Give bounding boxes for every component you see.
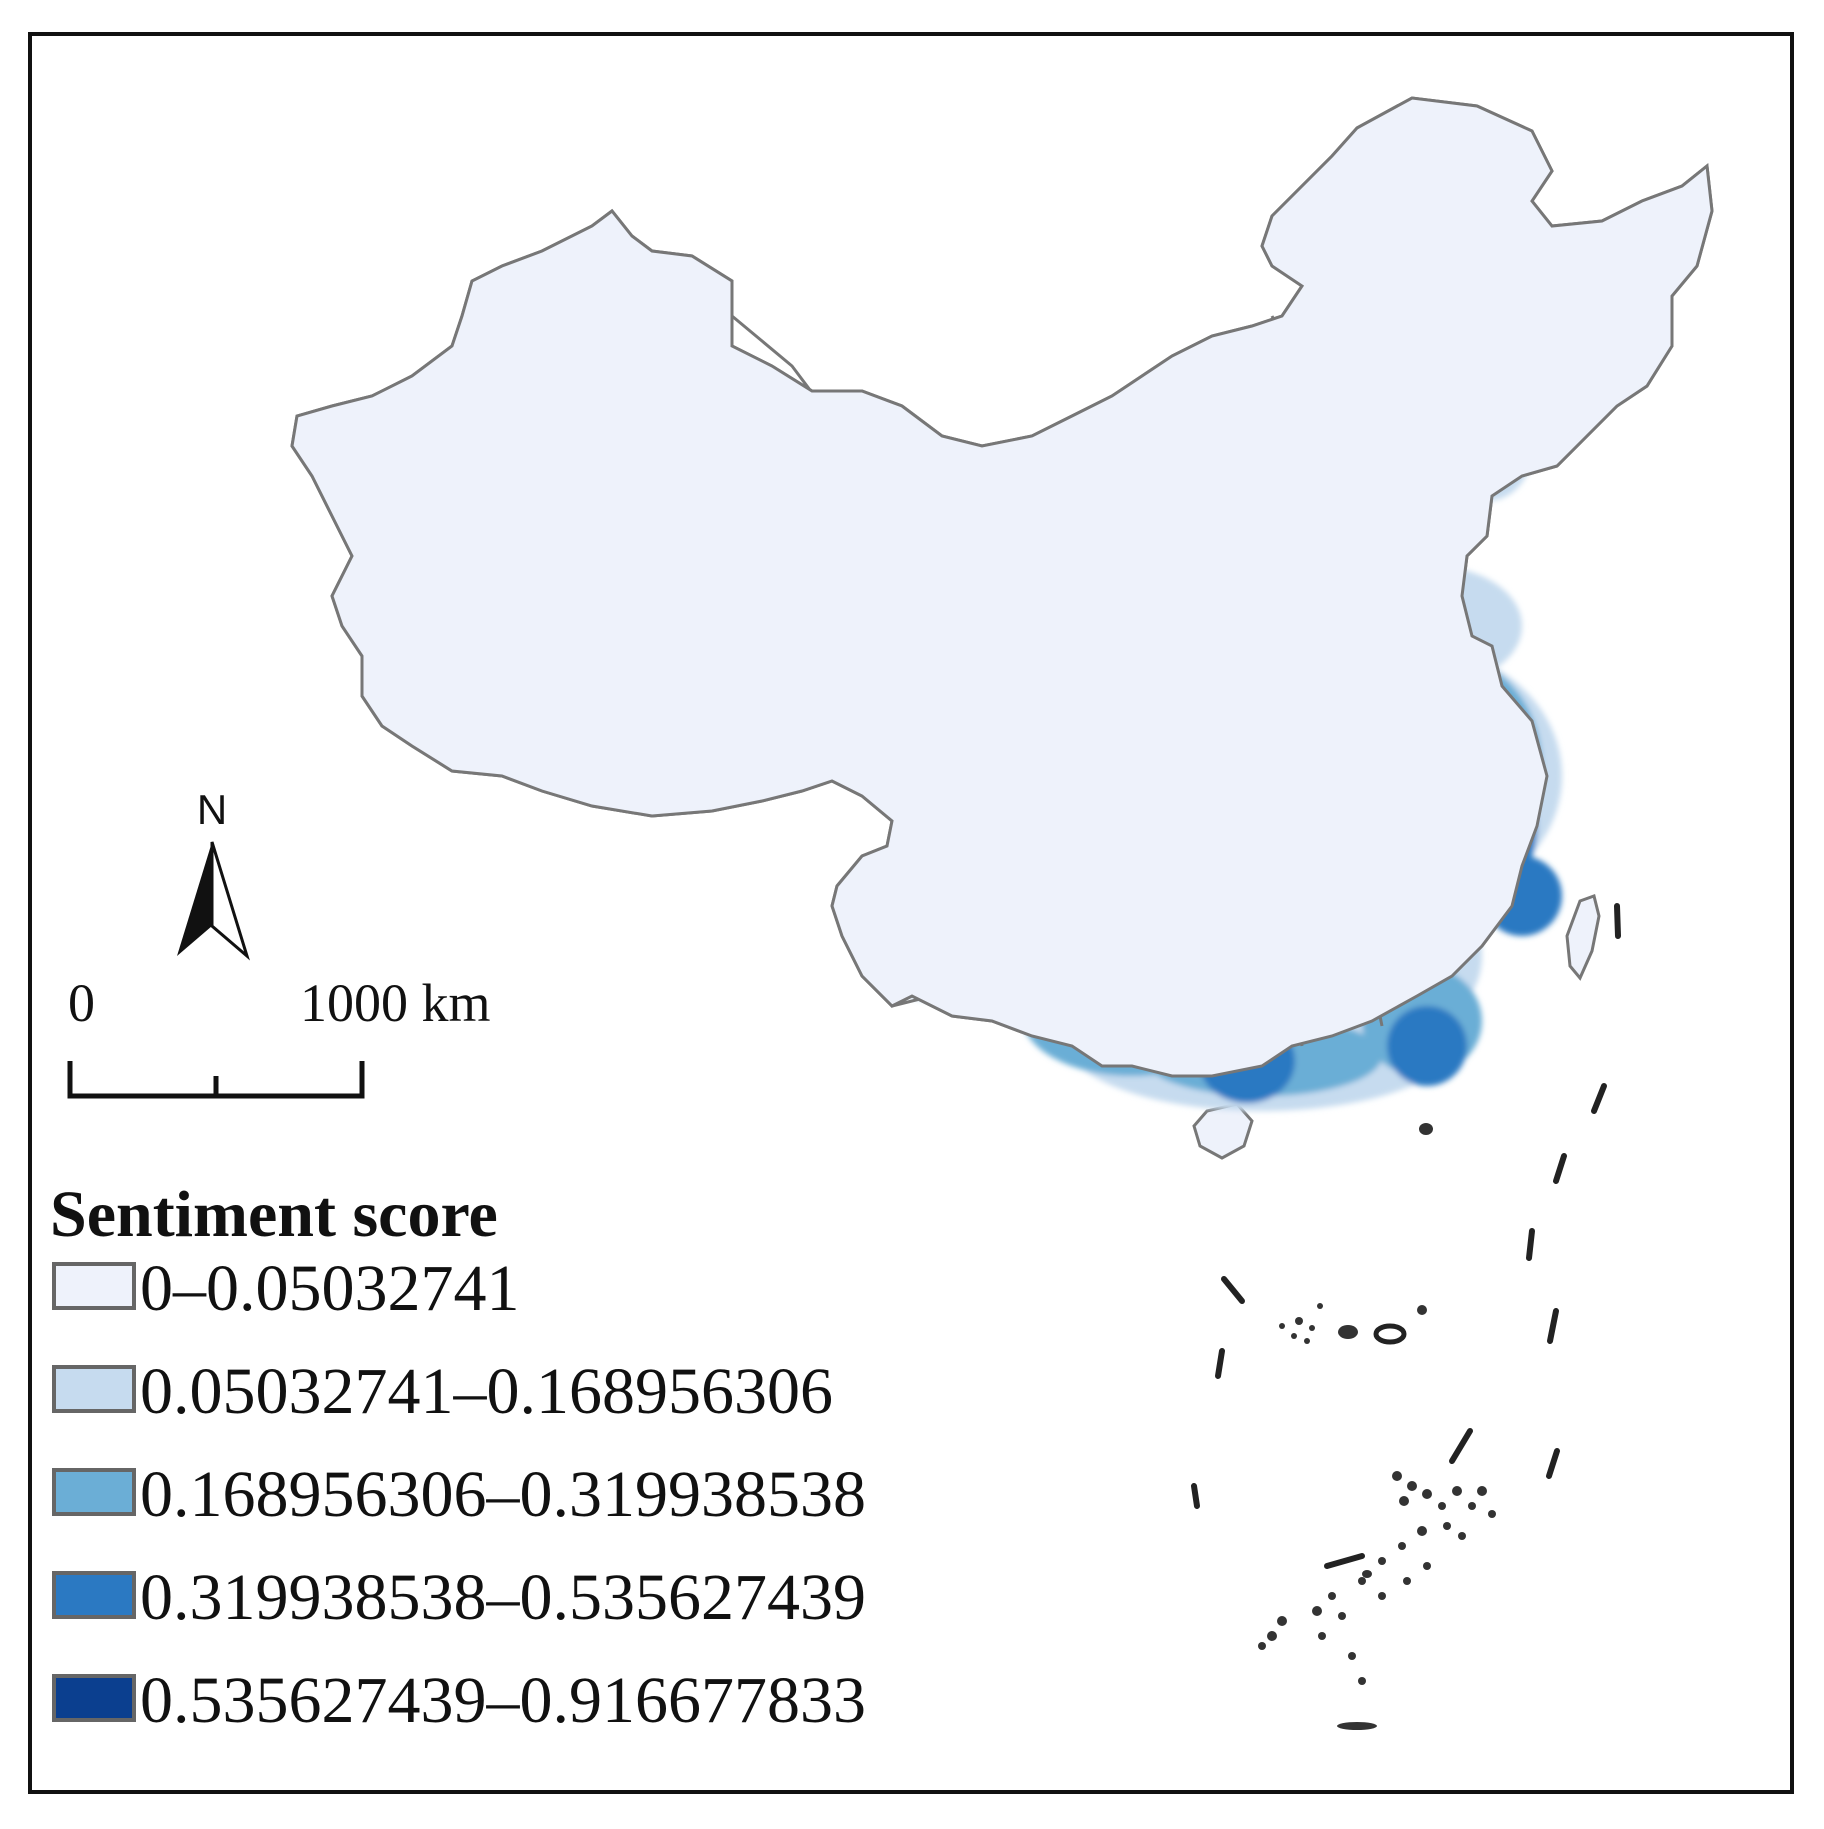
taiwan-island bbox=[1565, 894, 1601, 981]
legend-swatch bbox=[52, 1674, 136, 1722]
legend-item: 0–0.05032741 bbox=[52, 1252, 520, 1325]
legend-label: 0.168956306–0.319938538 bbox=[140, 1458, 866, 1531]
legend-label: 0.535627439–0.916677833 bbox=[140, 1664, 866, 1737]
legend-item: 0.319938538–0.535627439 bbox=[52, 1561, 866, 1634]
legend-swatch bbox=[52, 1468, 136, 1516]
legend: Sentiment score 0–0.05032741 0.05032741–0… bbox=[50, 1178, 866, 1737]
scale-bar: 0 1000 km bbox=[67, 973, 491, 1099]
scale-start-label: 0 bbox=[68, 973, 95, 1033]
hainan-island bbox=[1192, 1102, 1254, 1160]
legend-item: 0.05032741–0.168956306 bbox=[52, 1355, 833, 1428]
legend-label: 0–0.05032741 bbox=[140, 1252, 520, 1325]
legend-swatch bbox=[52, 1365, 136, 1413]
map-frame: N 0 1000 km Sentiment score 0–0.05032741… bbox=[28, 32, 1794, 1794]
scale-end-label: 1000 km bbox=[300, 973, 491, 1033]
shoal-ring bbox=[1373, 1323, 1407, 1345]
legend-title: Sentiment score bbox=[50, 1178, 498, 1251]
north-arrow: N bbox=[177, 786, 250, 961]
south-china-sea-islands bbox=[1258, 1123, 1496, 1730]
south-china-sea-inset bbox=[1191, 903, 1621, 1569]
map-canvas: N 0 1000 km Sentiment score 0–0.05032741… bbox=[50, 96, 1714, 1737]
legend-item: 0.535627439–0.916677833 bbox=[52, 1664, 866, 1737]
legend-item: 0.168956306–0.319938538 bbox=[52, 1458, 866, 1531]
legend-label: 0.05032741–0.168956306 bbox=[140, 1355, 833, 1428]
legend-label: 0.319938538–0.535627439 bbox=[140, 1561, 866, 1634]
legend-swatch bbox=[52, 1571, 136, 1619]
legend-swatch bbox=[52, 1262, 136, 1310]
north-label: N bbox=[197, 786, 227, 833]
